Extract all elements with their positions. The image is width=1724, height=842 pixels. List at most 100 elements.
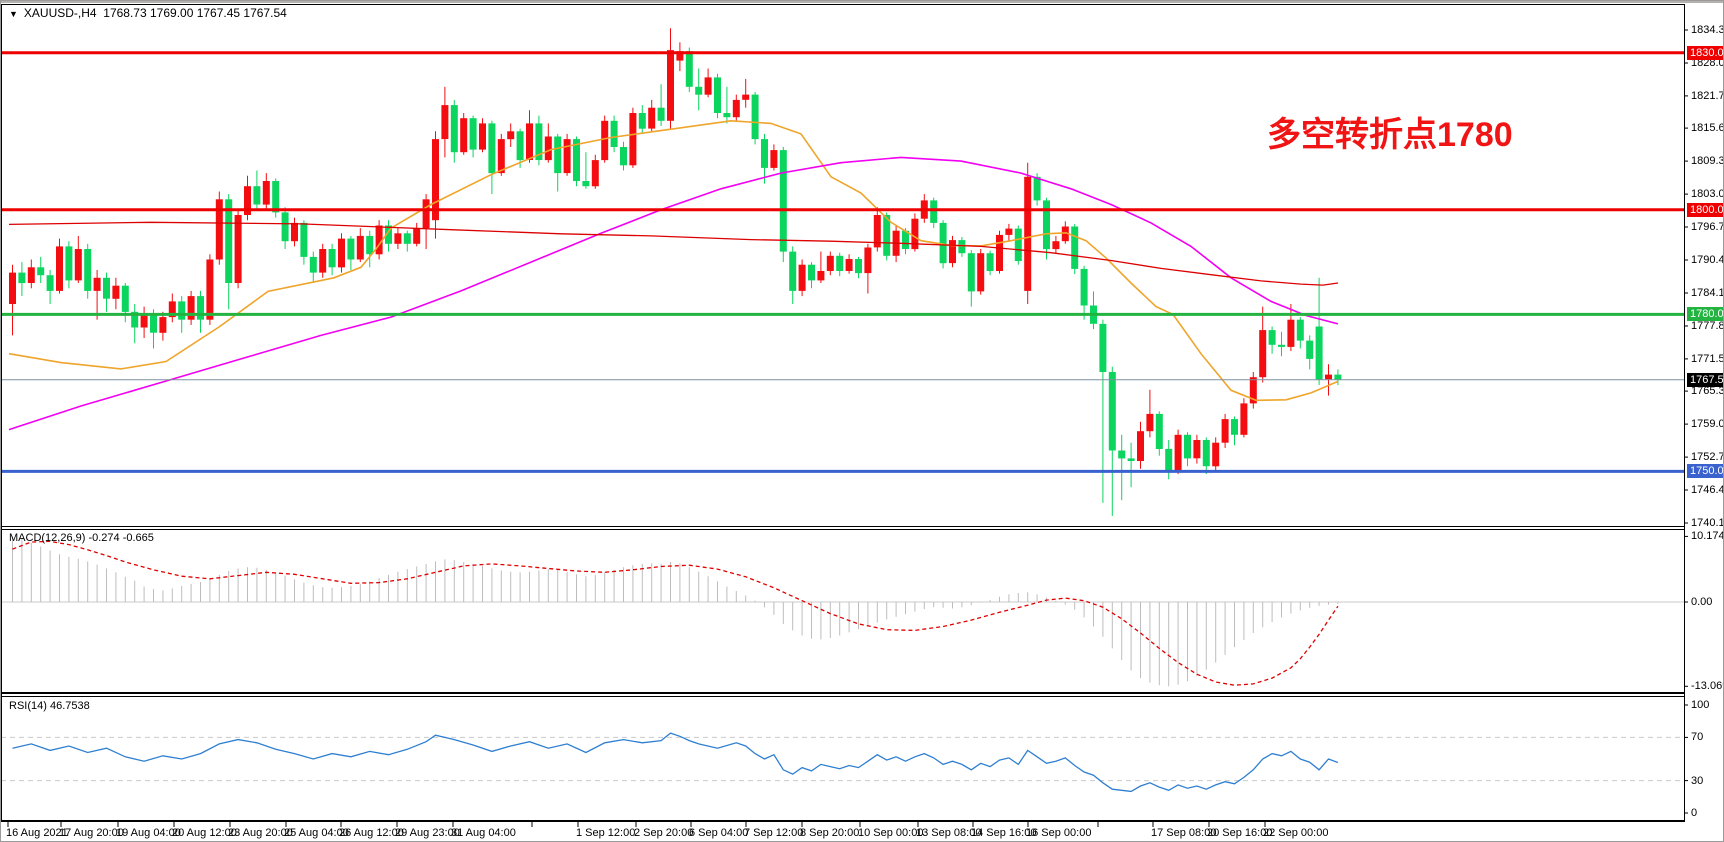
candle-body <box>1296 319 1304 341</box>
y-axis-label: 1752.75 <box>1691 451 1723 463</box>
y-axis-label: 1809.30 <box>1691 155 1723 167</box>
candle-body <box>798 264 806 291</box>
ma-line-red <box>8 221 1339 286</box>
candle-body <box>450 105 458 153</box>
y-axis-label: 1777.80 <box>1691 320 1723 332</box>
candle-body <box>385 225 392 244</box>
candle-body <box>1099 323 1107 372</box>
candle-body <box>1249 377 1257 404</box>
candle-body <box>845 259 853 271</box>
candle-body <box>732 99 740 118</box>
rsi-axis-label: 0 <box>1691 807 1698 819</box>
candle-body <box>1221 419 1229 443</box>
y-axis-label: 1740.15 <box>1691 517 1723 529</box>
candle-body <box>56 246 63 291</box>
candle-body <box>789 251 797 291</box>
candle-body <box>9 272 16 304</box>
candle-body <box>187 296 195 320</box>
candle-body <box>46 275 54 291</box>
chart-title: ▼ XAUUSD-,H4 1768.73 1769.00 1767.45 1767… <box>9 6 287 20</box>
left-border <box>1 4 2 822</box>
candle-body <box>366 235 374 255</box>
candle-body <box>554 136 562 174</box>
x-axis-label: 20 Sep 16:00 <box>1207 827 1273 839</box>
candle-body <box>1202 440 1210 467</box>
candle-body <box>911 218 919 250</box>
candle-body <box>225 199 233 283</box>
candle-body <box>215 199 223 260</box>
candle-body <box>808 264 815 281</box>
chart-text-annotation: 多空转折点1780 <box>1267 116 1513 154</box>
candle-body <box>535 123 543 160</box>
candle-body <box>1306 340 1314 359</box>
y-axis-label: 1759.05 <box>1691 418 1723 430</box>
candle-body <box>855 259 862 274</box>
candle-body <box>281 212 289 242</box>
macd-axis-label: 10.174 <box>1691 530 1724 542</box>
candle-body <box>441 105 449 140</box>
candle-body <box>1071 226 1079 269</box>
candle-body <box>977 253 985 292</box>
candle-body <box>262 181 270 205</box>
candle-body <box>197 296 204 320</box>
candle-body <box>883 215 891 256</box>
candle-body <box>742 94 750 100</box>
y-axis-label: 1834.35 <box>1691 24 1723 36</box>
candle-body <box>460 118 468 153</box>
candle-body <box>65 246 73 281</box>
candle-body <box>1184 434 1191 459</box>
candle-body <box>1287 319 1295 347</box>
x-axis-label: 8 Sep 20:00 <box>800 827 860 839</box>
ohlc-quote-label: 1768.73 1769.00 1767.45 1767.54 <box>103 6 287 20</box>
candle-body <box>1212 442 1220 467</box>
x-axis-label: 23 Aug 20:00 <box>228 827 293 839</box>
candle-body <box>347 238 355 260</box>
candle-body <box>479 123 486 150</box>
candle-body <box>18 272 26 284</box>
symbol-dropdown-icon[interactable]: ▼ <box>9 9 18 19</box>
candle-body <box>84 249 92 291</box>
candle-body <box>1334 374 1342 380</box>
macd-rsi-splitter[interactable] <box>1 692 1685 694</box>
candle-body <box>1024 176 1032 291</box>
candle-body <box>1193 440 1201 459</box>
candle-body <box>620 147 627 166</box>
rsi-panel-top-border <box>1 696 1685 697</box>
candle-body <box>949 240 956 264</box>
y-axis-label: 1796.70 <box>1691 221 1723 233</box>
candle-body <box>648 107 656 129</box>
main-macd-splitter[interactable] <box>1 526 1685 527</box>
candle-body <box>488 123 496 174</box>
rsi-axis-label: 70 <box>1691 731 1704 743</box>
candle-body <box>328 249 336 268</box>
x-axis-label: 2 Sep 20:00 <box>634 827 694 839</box>
candle-body <box>112 285 120 299</box>
candle-body <box>168 301 176 318</box>
candle-body <box>902 230 909 249</box>
candle-body <box>1061 226 1069 242</box>
candle-body <box>1052 241 1060 250</box>
x-axis-label: 10 Sep 00:00 <box>858 827 924 839</box>
candle-body <box>37 267 45 276</box>
candle-body <box>394 233 402 244</box>
rsi-panel-bottom-border <box>1 820 1685 822</box>
rsi-axis-label: 30 <box>1691 775 1704 787</box>
candle-body <box>403 233 411 244</box>
candle-body <box>930 200 938 223</box>
candle-body <box>1240 403 1248 435</box>
candle-body <box>516 131 524 161</box>
candle-body <box>291 222 298 242</box>
x-axis-label: 22 Sep 00:00 <box>1263 827 1329 839</box>
candle-body <box>300 222 308 257</box>
candle-body <box>131 311 139 328</box>
y-axis-label: 1771.50 <box>1691 353 1723 365</box>
y-axis-label: 1803.00 <box>1691 188 1723 200</box>
candle-body <box>1043 200 1050 250</box>
x-axis-label: 20 Aug 12:00 <box>172 827 237 839</box>
candle-body <box>469 118 477 150</box>
candle-body <box>356 235 364 260</box>
macd-axis-label: -13.069 <box>1691 680 1723 692</box>
candle-body <box>103 277 110 299</box>
